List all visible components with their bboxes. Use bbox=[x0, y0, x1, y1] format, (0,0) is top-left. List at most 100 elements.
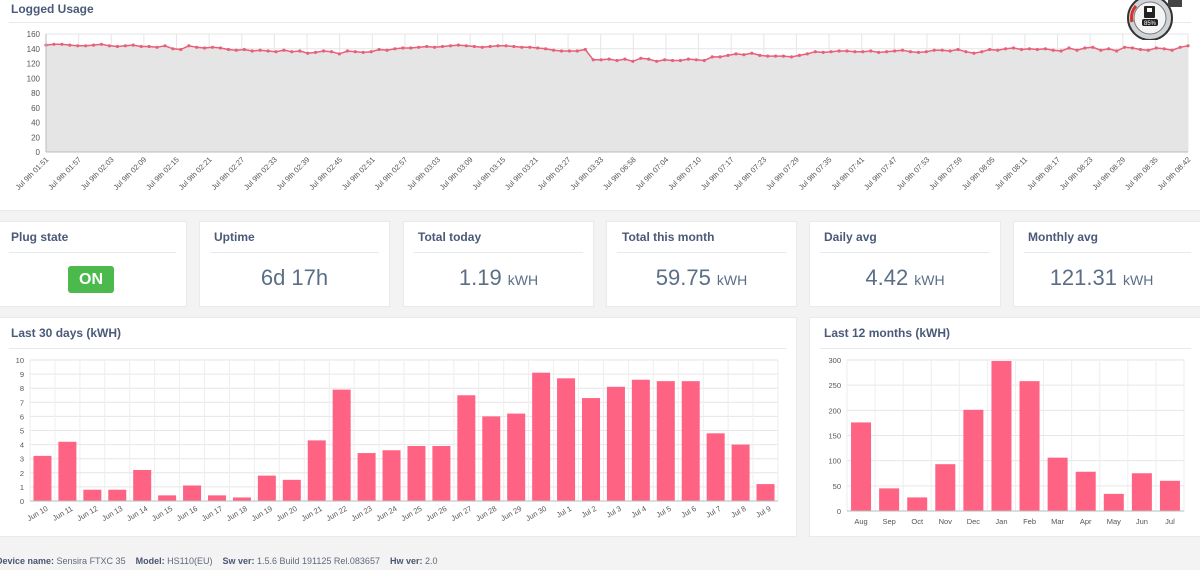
x-tick-label: Jul 9th 07:29 bbox=[764, 155, 801, 192]
usage-point bbox=[567, 49, 572, 53]
y-tick-label: 50 bbox=[833, 482, 841, 491]
usage-point bbox=[456, 43, 460, 47]
usage-point bbox=[179, 47, 183, 52]
x-tick-label: Jul 9th 03:33 bbox=[568, 155, 605, 192]
bar bbox=[1159, 480, 1180, 511]
x-tick-label: Oct bbox=[911, 517, 924, 526]
usage-point bbox=[805, 52, 809, 56]
usage-point bbox=[536, 46, 540, 50]
usage-point bbox=[337, 52, 341, 56]
plug-state-toggle[interactable]: ON bbox=[68, 266, 114, 293]
usage-point bbox=[274, 50, 278, 54]
usage-point bbox=[76, 44, 80, 48]
usage-point bbox=[702, 58, 706, 63]
x-tick-label: Jul 9th 02:03 bbox=[79, 155, 116, 192]
usage-point bbox=[1067, 46, 1071, 50]
x-tick-label: Jun 10 bbox=[25, 504, 49, 523]
bar bbox=[606, 386, 625, 501]
y-tick-label: 4 bbox=[20, 441, 24, 450]
x-tick-label: Jul 9th 01:51 bbox=[14, 155, 51, 192]
usage-point bbox=[99, 42, 104, 46]
y-tick-label: 0 bbox=[20, 497, 24, 506]
bar bbox=[432, 446, 451, 501]
usage-point bbox=[480, 45, 484, 49]
usage-point bbox=[869, 49, 873, 53]
x-tick-label: Jul 9th 08:17 bbox=[1025, 155, 1062, 192]
x-tick-label: Jul 9th 08:35 bbox=[1123, 155, 1160, 192]
y-tick-label: 3 bbox=[20, 455, 24, 464]
usage-point bbox=[385, 48, 389, 52]
usage-point bbox=[781, 54, 786, 58]
usage-point bbox=[425, 44, 429, 49]
usage-point bbox=[885, 50, 889, 54]
usage-point bbox=[163, 44, 167, 48]
total-month-unit: kWH bbox=[716, 272, 748, 288]
gauge-percent: 85% bbox=[1144, 21, 1157, 27]
usage-point bbox=[1019, 47, 1024, 52]
bar bbox=[58, 441, 77, 501]
x-tick-label: Jul 9th 08:29 bbox=[1090, 155, 1127, 192]
gauge-widget: 85% bbox=[1122, 0, 1182, 41]
usage-point bbox=[655, 59, 659, 63]
y-tick-label: 250 bbox=[828, 381, 841, 390]
y-tick-label: 7 bbox=[20, 398, 24, 407]
total-today-card: Total today 1.19 kWH bbox=[403, 221, 594, 307]
y-tick-label: 300 bbox=[828, 356, 841, 365]
x-tick-label: Jul 9th 02:27 bbox=[209, 155, 246, 192]
bar bbox=[158, 495, 177, 501]
usage-point bbox=[290, 50, 294, 54]
usage-point bbox=[615, 58, 619, 63]
usage-point bbox=[496, 44, 500, 48]
daily-avg-unit: kWH bbox=[914, 272, 945, 288]
usage-point bbox=[639, 56, 643, 60]
bar bbox=[1047, 457, 1068, 511]
usage-point bbox=[84, 44, 88, 48]
x-tick-label: Jun 20 bbox=[275, 504, 299, 523]
bar bbox=[851, 422, 872, 511]
x-tick-label: Jul 9th 02:09 bbox=[112, 155, 149, 192]
usage-point bbox=[440, 44, 445, 49]
x-tick-label: May bbox=[1107, 517, 1121, 526]
x-tick-label: Jul bbox=[1165, 517, 1175, 526]
usage-point bbox=[353, 50, 357, 54]
usage-point bbox=[575, 49, 579, 53]
x-tick-label: Jul 1 bbox=[555, 504, 573, 520]
x-tick-label: Jun 27 bbox=[449, 504, 473, 523]
bar bbox=[307, 440, 326, 501]
x-tick-label: Jul 9th 07:10 bbox=[666, 155, 703, 192]
usage-point bbox=[1043, 47, 1047, 51]
bar bbox=[681, 381, 700, 501]
bar bbox=[532, 372, 551, 501]
x-tick-label: Jun 29 bbox=[499, 504, 523, 523]
usage-point bbox=[520, 45, 524, 49]
usage-point bbox=[123, 44, 127, 48]
x-tick-label: Jun 30 bbox=[524, 504, 548, 523]
x-tick-label: Feb bbox=[1023, 517, 1036, 526]
x-tick-label: Jun 26 bbox=[424, 504, 448, 523]
uptime-value: 6d 17h bbox=[260, 265, 329, 290]
usage-point bbox=[409, 46, 413, 50]
bar bbox=[1131, 473, 1152, 511]
usage-point bbox=[1115, 49, 1119, 53]
x-tick-label: Jul 8 bbox=[729, 504, 747, 520]
hw-ver-label: Hw ver: bbox=[389, 556, 423, 566]
bar bbox=[706, 433, 725, 501]
x-tick-label: Jul 9th 08:23 bbox=[1058, 155, 1095, 192]
usage-point bbox=[1186, 44, 1190, 48]
usage-point bbox=[345, 49, 349, 53]
bar bbox=[963, 409, 984, 511]
x-tick-label: Jun 14 bbox=[125, 504, 149, 523]
bar bbox=[907, 497, 928, 511]
usage-point bbox=[218, 46, 223, 50]
y-tick-label: 80 bbox=[31, 89, 40, 98]
usage-point bbox=[250, 49, 254, 53]
usage-point bbox=[1011, 46, 1016, 50]
usage-point bbox=[282, 48, 286, 52]
x-tick-label: Jul 9th 06:58 bbox=[601, 155, 638, 192]
bar bbox=[332, 389, 351, 501]
bar bbox=[232, 497, 251, 501]
x-tick-label: Jun 17 bbox=[200, 504, 224, 523]
usage-point bbox=[797, 53, 802, 57]
y-tick-label: 8 bbox=[20, 384, 24, 393]
